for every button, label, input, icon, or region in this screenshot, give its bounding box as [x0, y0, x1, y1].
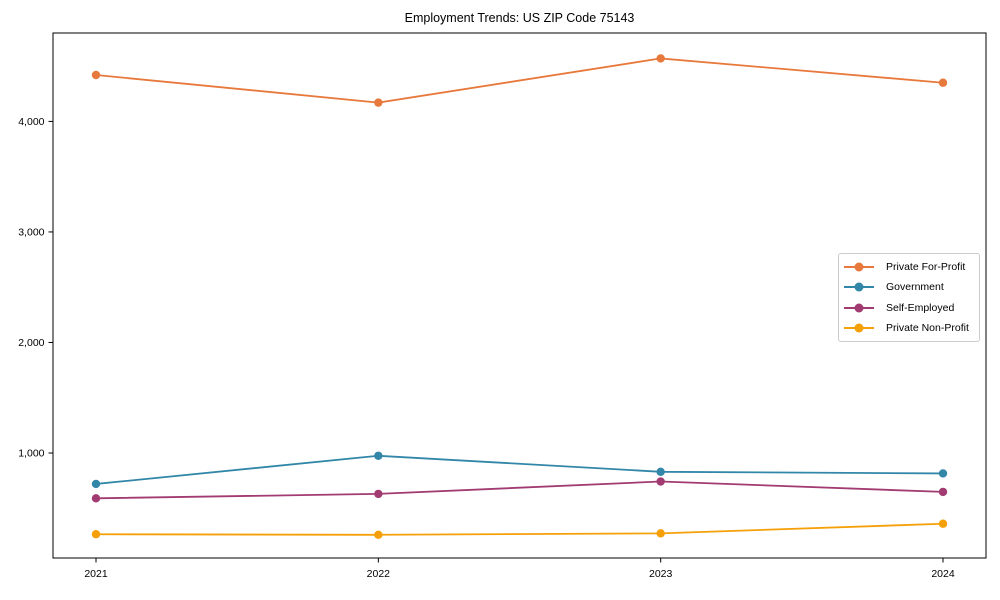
y-tick-label: 4,000 — [18, 116, 44, 128]
data-point-marker — [91, 494, 101, 503]
data-point-marker — [938, 487, 948, 497]
legend-item: Self-Employed — [844, 302, 975, 314]
legend-marker-dot-icon — [854, 282, 864, 292]
legend-item-label: Private For-Profit — [886, 261, 966, 274]
data-point-marker — [91, 530, 101, 539]
legend-marker-line — [844, 323, 874, 333]
legend-marker-line — [844, 262, 874, 272]
axes-frame — [52, 32, 987, 559]
data-point-marker — [938, 78, 948, 87]
x-tick-label: 2023 — [649, 568, 673, 580]
legend: Private For-Profit Government Self-Employe… — [838, 253, 980, 342]
legend-item: Private For-Profit — [844, 261, 975, 273]
data-point-marker — [91, 479, 101, 489]
series-line — [95, 57, 944, 104]
data-point-marker — [656, 467, 665, 476]
data-point-marker — [374, 530, 383, 539]
legend-item: Private Non-Profit — [844, 322, 975, 334]
legend-marker-dot-icon — [854, 303, 864, 313]
y-tick-label: 1,000 — [18, 448, 44, 460]
legend-marker-line — [844, 282, 874, 292]
data-point-marker — [91, 70, 101, 80]
y-tick-label: 3,000 — [18, 226, 44, 238]
legend-marker-dot-icon — [854, 323, 864, 333]
data-point-marker — [656, 529, 665, 538]
data-point-marker — [656, 54, 665, 63]
legend-item-label: Private Non-Profit — [886, 321, 969, 334]
legend-marker-line — [844, 303, 874, 313]
legend-item-label: Self-Employed — [886, 301, 955, 314]
legend-item-label: Government — [886, 281, 944, 294]
series-line — [95, 480, 944, 500]
x-tick-label: 2021 — [84, 568, 108, 580]
x-tick-label: 2022 — [367, 568, 391, 580]
data-point-marker — [374, 451, 383, 460]
y-tick-label: 2,000 — [18, 337, 44, 349]
data-point-marker — [938, 469, 948, 478]
x-tick-label: 2024 — [931, 568, 955, 580]
series-line — [95, 454, 944, 485]
legend-item: Government — [844, 281, 975, 293]
series-line — [95, 522, 944, 536]
data-point-marker — [656, 477, 665, 486]
data-point-marker — [374, 489, 383, 499]
data-point-marker — [938, 519, 948, 528]
legend-marker-dot-icon — [854, 262, 864, 272]
chart-title: Employment Trends: US ZIP Code 75143 — [404, 11, 635, 25]
data-point-marker — [374, 98, 383, 107]
